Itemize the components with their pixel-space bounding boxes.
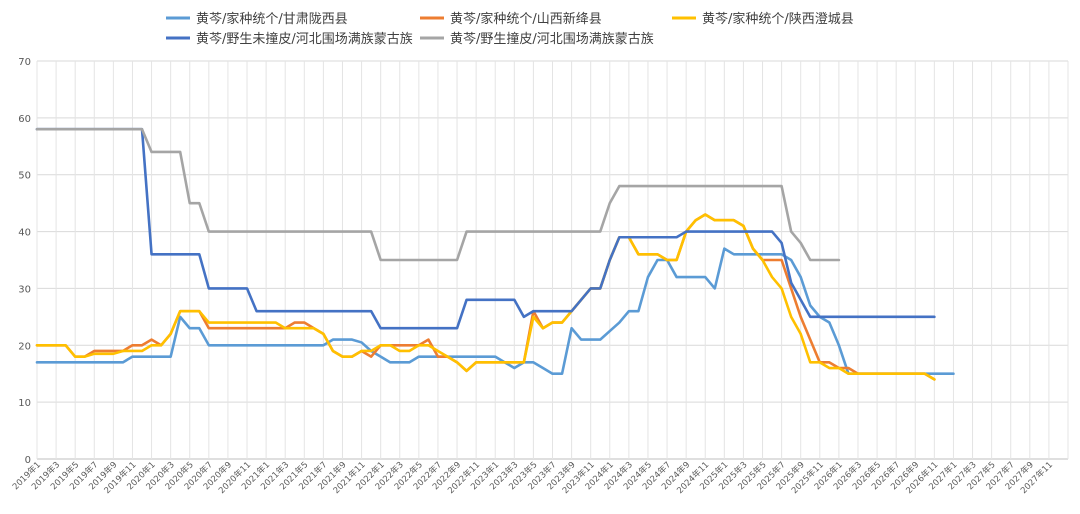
series-group (35, 127, 955, 381)
y-tick-label: 70 (18, 57, 31, 68)
legend-label: 黄芩/家种统个/山西新绛县 (450, 11, 602, 27)
grid (36, 60, 1069, 460)
y-tick-label: 0 (25, 455, 31, 466)
series-line (35, 127, 936, 330)
series-line (35, 213, 936, 381)
series-line (35, 127, 841, 262)
y-tick-label: 40 (18, 228, 31, 239)
x-axis: 2019年12019年32019年52019年72019年92019年11202… (10, 459, 1055, 496)
legend-label: 黄芩/野生未撞皮/河北围场满族蒙古族 (196, 31, 413, 47)
legend: 黄芩/家种统个/甘肃陇西县 黄芩/家种统个/山西新绛县 黄芩/家种统个/陕西澄城县黄… (166, 11, 854, 47)
y-tick-label: 20 (18, 341, 31, 352)
y-axis: 0 10 20 30 40 50 60 70 (18, 57, 31, 466)
legend-label: 黄芩/家种统个/甘肃陇西县 (196, 11, 348, 27)
y-tick-label: 60 (18, 114, 31, 125)
y-tick-label: 30 (18, 284, 31, 295)
legend-label: 黄芩/家种统个/陕西澄城县 (702, 11, 854, 27)
y-tick-label: 10 (18, 398, 31, 409)
legend-label: 黄芩/野生撞皮/河北围场满族蒙古族 (450, 31, 654, 47)
y-tick-label: 50 (18, 171, 31, 182)
series-line (35, 247, 955, 376)
